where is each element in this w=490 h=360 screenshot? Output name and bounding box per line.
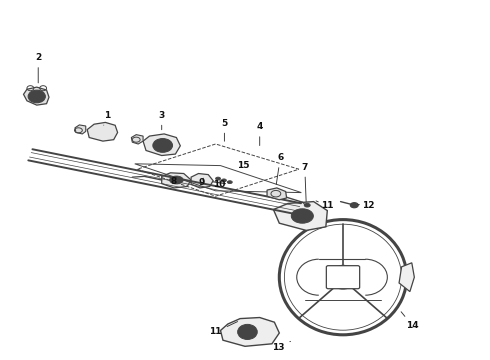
Text: 12: 12 — [358, 202, 375, 210]
Text: 5: 5 — [221, 118, 227, 141]
Ellipse shape — [291, 209, 314, 223]
Ellipse shape — [238, 324, 257, 339]
Polygon shape — [399, 263, 415, 292]
Text: 1: 1 — [104, 111, 110, 125]
Polygon shape — [87, 122, 118, 141]
Polygon shape — [162, 173, 191, 188]
Polygon shape — [191, 174, 213, 188]
Text: 9: 9 — [198, 178, 205, 187]
Ellipse shape — [227, 181, 232, 184]
Text: 14: 14 — [401, 312, 419, 330]
Ellipse shape — [350, 203, 358, 208]
Text: 3: 3 — [159, 111, 165, 130]
Text: 11: 11 — [316, 201, 334, 210]
Text: 13: 13 — [272, 341, 291, 351]
Text: 7: 7 — [301, 163, 308, 202]
FancyBboxPatch shape — [326, 266, 360, 289]
Ellipse shape — [153, 139, 172, 152]
Polygon shape — [220, 318, 279, 346]
Text: 8: 8 — [171, 177, 177, 186]
Ellipse shape — [28, 90, 45, 103]
Polygon shape — [131, 135, 143, 144]
Ellipse shape — [216, 177, 220, 180]
Polygon shape — [75, 125, 86, 134]
Ellipse shape — [170, 176, 183, 184]
Text: 10: 10 — [213, 180, 226, 189]
Text: 15: 15 — [237, 161, 249, 170]
Text: 6: 6 — [276, 153, 283, 184]
Polygon shape — [24, 87, 49, 105]
Polygon shape — [267, 188, 287, 200]
Ellipse shape — [304, 203, 310, 207]
Text: 2: 2 — [35, 53, 41, 83]
Polygon shape — [143, 134, 180, 156]
Ellipse shape — [221, 179, 226, 182]
Text: 11: 11 — [209, 321, 238, 336]
Polygon shape — [273, 202, 327, 230]
Text: 4: 4 — [256, 122, 263, 145]
